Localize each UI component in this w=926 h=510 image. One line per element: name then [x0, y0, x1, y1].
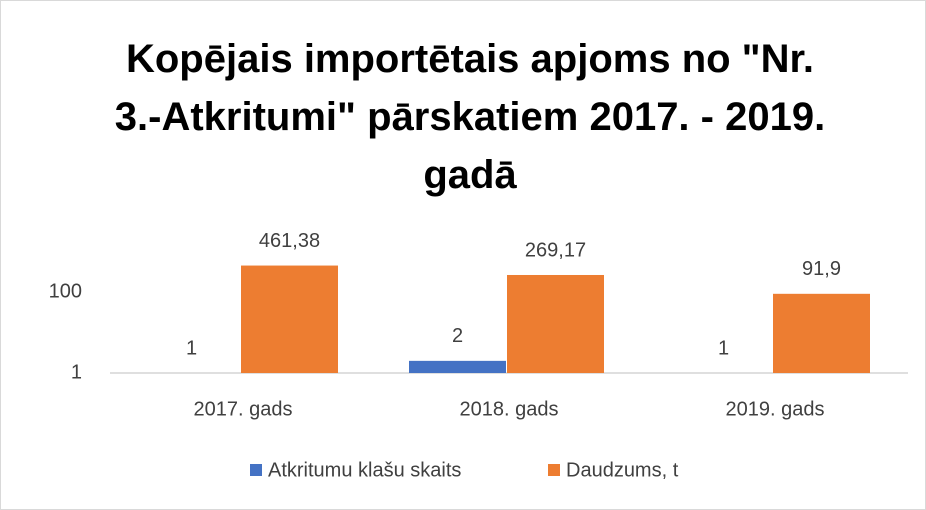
bar	[241, 265, 338, 373]
value-label: 269,17	[525, 239, 586, 261]
y-tick-label: 100	[49, 281, 82, 303]
value-label: 1	[718, 337, 729, 359]
x-tick-label: 2019. gads	[726, 398, 825, 420]
y-tick-label: 1	[71, 361, 82, 383]
x-tick-label: 2018. gads	[460, 398, 559, 420]
x-tick-label: 2017. gads	[194, 398, 293, 420]
bar	[773, 293, 870, 373]
value-label: 2	[452, 325, 463, 347]
chart-title: Kopējais importētais apjoms no "Nr. 3.-A…	[114, 37, 826, 197]
value-label: 1	[186, 337, 197, 359]
value-label: 461,38	[259, 230, 320, 252]
bar	[409, 360, 506, 373]
legend-swatch	[250, 464, 262, 476]
bar	[507, 274, 604, 373]
legend-label: Daudzums, t	[566, 459, 679, 481]
legend-label: Atkritumu klašu skaits	[268, 459, 461, 481]
legend-swatch	[548, 464, 560, 476]
value-label: 91,9	[802, 258, 841, 280]
